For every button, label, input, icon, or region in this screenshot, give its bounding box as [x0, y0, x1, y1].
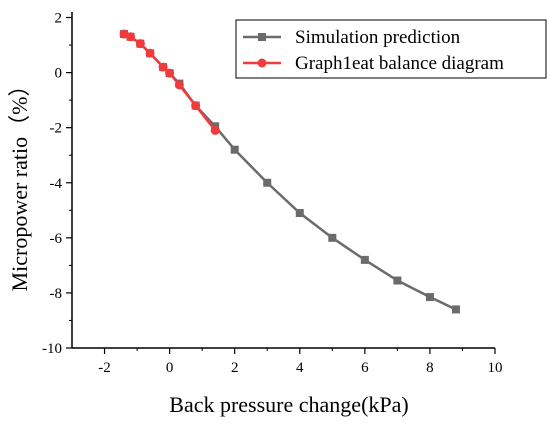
- data-point: [158, 62, 168, 72]
- data-point: [360, 255, 369, 264]
- data-point: [328, 233, 337, 242]
- legend: Simulation prediction Graph1eat balance …: [235, 19, 547, 79]
- y-tick-label: -10: [42, 341, 62, 357]
- data-point: [295, 209, 304, 218]
- y-tick-label: -6: [50, 231, 63, 247]
- y-axis-title: Micropower ratio（%）: [7, 75, 32, 292]
- ticks: -2 0 2 4 6 8 10 2 0 -2 -4 -6 -8 -10: [42, 11, 503, 376]
- y-tick-label: 2: [55, 11, 63, 27]
- x-tick-label: 2: [231, 360, 239, 376]
- x-axis-title: Back pressure change(kPa): [169, 392, 408, 417]
- series-layer: [119, 29, 460, 314]
- data-point: [191, 101, 201, 111]
- legend-label-simulation: Simulation prediction: [295, 27, 461, 48]
- data-point: [165, 68, 175, 78]
- legend-label-heat-balance: Graph1eat balance diagram: [295, 53, 504, 74]
- data-point: [393, 276, 402, 285]
- data-point: [135, 39, 145, 49]
- x-tick-label: -2: [98, 360, 111, 376]
- y-tick-label: -2: [50, 121, 63, 137]
- series-line: [123, 32, 217, 132]
- legend-marker-simulation: [258, 33, 266, 41]
- x-tick-label: 8: [426, 360, 434, 376]
- y-tick-label: 0: [55, 66, 63, 82]
- data-point: [230, 145, 239, 154]
- legend-box: [235, 19, 547, 79]
- data-point: [145, 48, 155, 58]
- series-heat-balance: [119, 29, 220, 135]
- y-tick-label: -8: [50, 286, 63, 302]
- x-tick-label: 4: [296, 360, 304, 376]
- data-point: [451, 305, 460, 314]
- legend-marker-heat-balance: [257, 58, 267, 68]
- x-tick-label: 10: [488, 360, 503, 376]
- x-tick-label: 6: [361, 360, 369, 376]
- data-point: [263, 178, 272, 187]
- x-tick-label: 0: [166, 360, 174, 376]
- data-point: [126, 32, 136, 42]
- axes: [71, 12, 495, 349]
- y-tick-label: -4: [50, 176, 63, 192]
- data-point: [174, 80, 184, 90]
- data-point: [425, 293, 434, 302]
- data-point: [210, 125, 220, 135]
